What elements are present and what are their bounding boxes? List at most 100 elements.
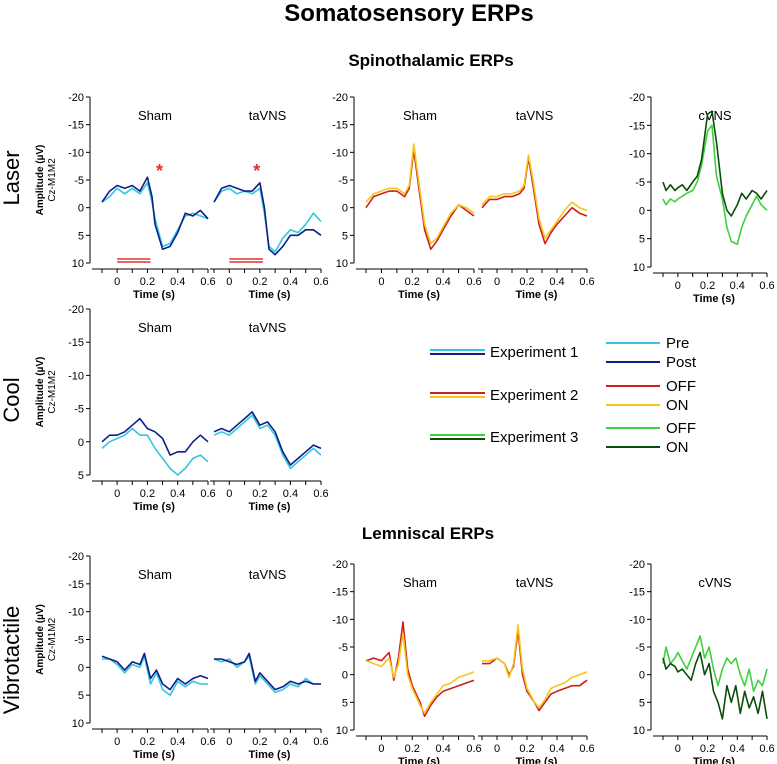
panel-title: Sham — [138, 320, 172, 335]
significance-star: * — [156, 161, 163, 181]
x-tick-label: 0 — [114, 736, 120, 748]
series-line-on — [481, 154, 588, 239]
x-tick-label: 0 — [494, 276, 500, 288]
y-tick-label: 0 — [639, 670, 645, 682]
y-tick-label: -20 — [629, 559, 645, 571]
y-tick-label: 0 — [639, 205, 645, 217]
series-line-post — [101, 652, 209, 691]
x-axis-label: Time (s) — [133, 289, 175, 301]
x-axis-label: Time (s) — [693, 756, 735, 764]
series-line-on — [365, 632, 475, 715]
x-tick-label: 0.4 — [170, 736, 185, 748]
y-tick-label: 10 — [336, 258, 348, 270]
x-tick-label: 0.6 — [200, 736, 215, 748]
legend-entry-label: ON — [666, 439, 689, 456]
y-tick-label: -5 — [635, 642, 645, 654]
x-axis-label: Time (s) — [398, 756, 440, 764]
y-tick-label: 0 — [78, 662, 84, 674]
x-tick-label: 0.2 — [519, 743, 534, 755]
y-tick-label: 0 — [342, 203, 348, 215]
x-axis-label: Time (s) — [249, 289, 291, 301]
x-tick-label: 0.2 — [140, 276, 155, 288]
series-line-post — [101, 417, 209, 456]
series-line-on — [662, 110, 768, 217]
x-axis-label: Time (s) — [693, 293, 735, 305]
x-tick-label: 0.6 — [579, 276, 594, 288]
x-tick-label: 0.6 — [466, 276, 481, 288]
series-line-off — [481, 157, 588, 245]
series-line-off — [662, 635, 768, 693]
y-tick-label: -5 — [635, 177, 645, 189]
x-tick-label: 0.4 — [730, 743, 745, 755]
y-tick-label: 0 — [78, 203, 84, 215]
y-tick-label: 0 — [78, 437, 84, 449]
x-tick-label: 0.4 — [435, 743, 450, 755]
panel-title: taVNS — [249, 567, 287, 582]
y-tick-label: 5 — [639, 697, 645, 709]
y-tick-label: -20 — [68, 304, 84, 316]
x-tick-label: 0.4 — [549, 276, 564, 288]
y-axis-label: Amplitude (µV) — [35, 145, 46, 216]
y-tick-label: -5 — [74, 635, 84, 647]
x-tick-label: 0 — [226, 488, 232, 500]
x-tick-label: 0 — [226, 276, 232, 288]
y-tick-label: -10 — [629, 614, 645, 626]
panels: Sham -20 -15 -10 -5 0 5 10 Amplitude (µV) Cz-M1M2… — [35, 92, 775, 764]
y-tick-label: 5 — [78, 230, 84, 242]
x-axis-label: Time (s) — [133, 749, 175, 761]
y-tick-label: -10 — [68, 147, 84, 159]
series-line-off — [482, 629, 588, 712]
y-tick-label: -10 — [68, 370, 84, 382]
series-line-off — [365, 148, 475, 250]
x-tick-label: 0.4 — [283, 736, 298, 748]
x-axis-label: Time (s) — [133, 501, 175, 513]
y-axis-reference-label: Cz-M1M2 — [47, 617, 58, 661]
y-tick-label: -5 — [74, 175, 84, 187]
panel-title: Sham — [138, 567, 172, 582]
figure-title: Somatosensory ERPs — [284, 0, 533, 27]
x-tick-label: 0 — [378, 743, 384, 755]
x-tick-label: 0.2 — [405, 743, 420, 755]
x-tick-label: 0.4 — [283, 276, 298, 288]
y-axis-reference-label: Cz-M1M2 — [47, 370, 58, 414]
legend-entry-label: OFF — [666, 378, 696, 395]
y-tick-label: 5 — [342, 230, 348, 242]
panel-title: cVNS — [698, 108, 732, 123]
lemniscal-title: Lemniscal ERPs — [362, 524, 494, 543]
x-tick-label: 0.2 — [252, 276, 267, 288]
x-tick-label: 0.2 — [140, 488, 155, 500]
x-tick-label: 0 — [378, 276, 384, 288]
panel-vibro-exp1-sham: Sham -20 -15 -10 -5 0 5 10 Amplitude (µV) Cz-M1M2… — [35, 551, 216, 761]
y-tick-label: 5 — [78, 690, 84, 702]
y-tick-label: -20 — [68, 551, 84, 563]
x-tick-label: 0.2 — [700, 743, 715, 755]
x-tick-label: 0.4 — [435, 276, 450, 288]
series-line-on — [662, 651, 768, 720]
y-tick-label: 10 — [72, 258, 84, 270]
legend-group-2: Experiment 2 OFF ON — [430, 378, 696, 414]
y-tick-label: -15 — [629, 120, 645, 132]
y-tick-label: -20 — [629, 92, 645, 104]
x-tick-label: 0 — [226, 736, 232, 748]
x-tick-label: 0.2 — [405, 276, 420, 288]
series-line-post — [213, 182, 322, 256]
spinothalamic-title: Spinothalamic ERPs — [348, 51, 513, 70]
panel-vibro-exp1-tavns: taVNS 0 0.2 0.4 0.6 Time (s) — [210, 567, 329, 761]
panel-title: Sham — [403, 108, 437, 123]
panel-title: taVNS — [516, 575, 554, 590]
legend-group-3: Experiment 3 OFF ON — [430, 420, 696, 456]
x-tick-label: 0.4 — [730, 280, 745, 292]
x-tick-label: 0.6 — [579, 743, 594, 755]
panel-title: taVNS — [516, 108, 554, 123]
x-tick-label: 0.6 — [466, 743, 481, 755]
y-tick-label: 10 — [633, 725, 645, 737]
x-tick-label: 0 — [675, 280, 681, 292]
x-tick-label: 0.6 — [759, 280, 774, 292]
y-tick-label: 5 — [342, 697, 348, 709]
y-tick-label: -5 — [338, 175, 348, 187]
series-line-pre — [101, 182, 209, 248]
x-axis-label: Time (s) — [249, 501, 291, 513]
series-line-pre — [213, 414, 322, 470]
